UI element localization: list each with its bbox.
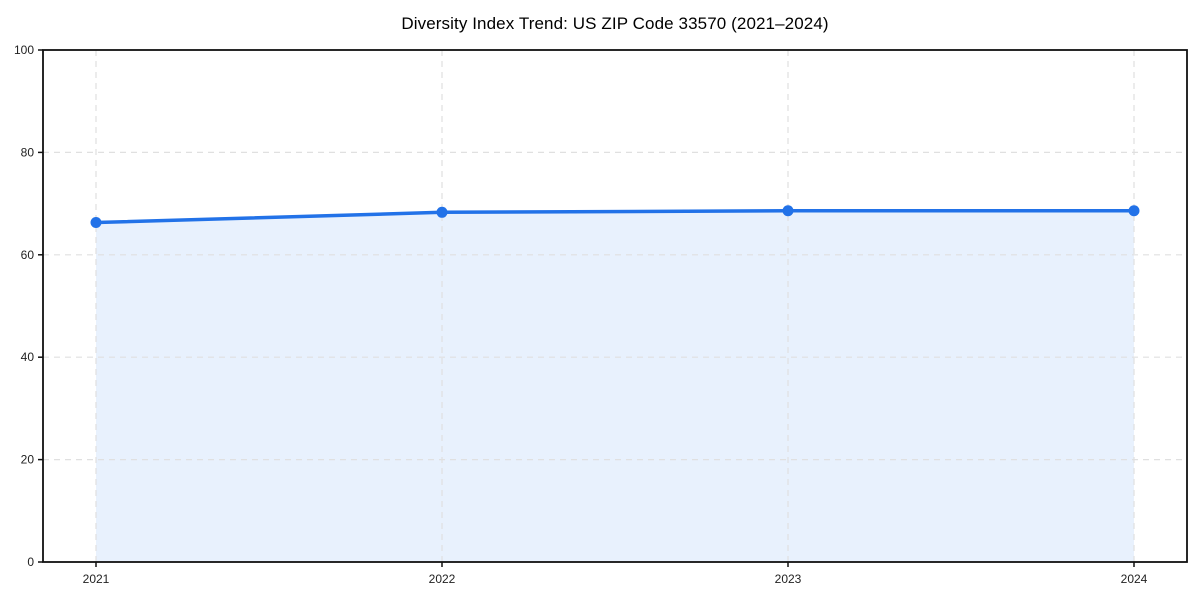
y-tick-label-40: 40 [21,350,35,364]
data-point-2024 [1128,205,1140,217]
y-tick-label-60: 60 [21,248,35,262]
x-tick-label-2022: 2022 [429,572,456,586]
x-tick-label-2023: 2023 [775,572,802,586]
data-point-2022 [436,206,448,218]
plot-border [42,49,1188,563]
y-tick-label-0: 0 [27,555,34,569]
y-tick-label-80: 80 [21,145,35,159]
data-point-2023 [782,205,794,217]
trend-line [94,209,1136,225]
chart-title: Diversity Index Trend: US ZIP Code 33570… [401,14,829,33]
data-point-2021 [90,217,102,229]
x-tick-label-2024: 2024 [1121,572,1148,586]
x-tick-label-2021: 2021 [83,572,110,586]
y-tick-label-20: 20 [21,453,35,467]
y-tick-label-100: 100 [14,43,34,57]
area-fill [96,210,1134,562]
